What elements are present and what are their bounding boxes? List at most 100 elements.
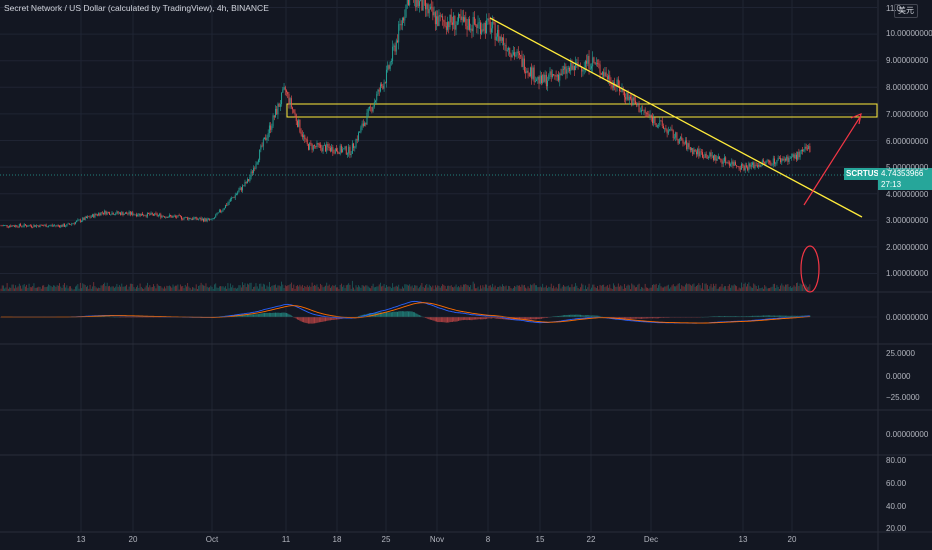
candle-body (403, 17, 405, 21)
candle-body (633, 97, 635, 101)
macd-histogram-bar (547, 317, 549, 318)
volume-bar (447, 285, 448, 291)
candle-body (445, 26, 447, 30)
volume-bar (121, 283, 123, 291)
volume-bar (171, 287, 173, 291)
candlesticks (0, 0, 811, 229)
volume-bar (35, 287, 37, 291)
candle-body (207, 218, 209, 220)
candle-body (778, 157, 780, 159)
candle-body (151, 212, 153, 215)
candle-body (556, 74, 558, 77)
candle-body (626, 92, 628, 100)
macd-histogram-bar (265, 312, 267, 317)
volume-bar (355, 285, 357, 291)
candle-body (704, 153, 706, 158)
volume-bar (755, 286, 757, 291)
projection-arrow[interactable] (803, 113, 862, 206)
volume-bar (436, 287, 437, 291)
volume-bar (255, 283, 257, 291)
volume-bar (554, 288, 556, 291)
candle-body (482, 29, 484, 31)
time-axis-label: 11 (281, 535, 291, 544)
volume-bar (432, 285, 434, 291)
volume-bar (466, 285, 468, 291)
macd-histogram-bar (304, 317, 306, 323)
volume-bar (327, 285, 329, 291)
candle-body (699, 151, 701, 157)
volume-bar (360, 287, 362, 291)
macd-histogram-bar (253, 314, 255, 317)
candle-body (307, 144, 309, 150)
candle-body (318, 144, 320, 146)
macd-histogram-bar (458, 317, 459, 321)
volume-bar (471, 289, 473, 291)
macd-histogram-bar (462, 317, 464, 321)
volume-bar (15, 285, 17, 291)
macd-histogram-bar (395, 311, 397, 317)
candle-body (761, 160, 763, 165)
candle-body (606, 76, 608, 80)
candle-body (438, 15, 440, 26)
volume-bar (616, 286, 618, 291)
time-axis-label: 20 (128, 535, 138, 544)
volume-bar (793, 285, 795, 291)
macd-histogram-bar (623, 317, 625, 319)
candle-body (416, 0, 418, 8)
macd-histogram-bar (392, 311, 394, 317)
candle-body (376, 94, 378, 101)
candle-body (710, 152, 712, 157)
resistance-zone[interactable] (286, 103, 878, 118)
volume-bar (505, 285, 507, 291)
candle-body (176, 216, 178, 218)
candle-body (528, 72, 530, 77)
volume-bar (248, 284, 250, 291)
descending-trendline[interactable] (489, 17, 863, 218)
candle-body (523, 58, 525, 72)
volume-bar (674, 286, 675, 291)
currency-button[interactable]: 美元 (894, 4, 918, 18)
macd-histogram-bar (627, 317, 629, 319)
candle-body (488, 18, 490, 22)
candle-body (90, 216, 92, 218)
candle-body (349, 146, 351, 156)
candle-body (239, 187, 241, 191)
candle-body (642, 110, 644, 111)
volume-bars (0, 280, 811, 291)
candle-body (750, 164, 752, 167)
volume-bar (306, 285, 308, 291)
candle-body (759, 165, 761, 167)
candle-body (246, 179, 248, 184)
candle-body (708, 156, 710, 159)
volume-highlight-ellipse[interactable] (800, 245, 820, 293)
candle-body (96, 214, 98, 216)
candle-body (149, 213, 151, 215)
macd-histogram-bar (383, 312, 385, 317)
volume-bar (136, 287, 137, 291)
macd-histogram-bar (655, 317, 657, 319)
candle-body (198, 219, 200, 220)
volume-bar (277, 285, 279, 291)
macd-histogram-bar (427, 317, 429, 319)
candle-body (794, 154, 796, 159)
volume-bar (32, 286, 34, 291)
volume-bar (488, 285, 490, 291)
volume-bar (802, 284, 803, 291)
macd-histogram-bar (406, 311, 408, 317)
volume-bar (702, 282, 703, 291)
candle-body (326, 143, 328, 152)
volume-bar (183, 288, 185, 291)
macd-histogram-bar (730, 316, 732, 317)
macd-histogram-bar (482, 317, 484, 320)
macd-histogram-bar (267, 312, 269, 317)
volume-bar (792, 287, 794, 291)
candle-body (21, 225, 23, 227)
macd-histogram-bar (381, 312, 383, 317)
candle-body (478, 22, 480, 24)
candle-body (527, 70, 529, 73)
macd-histogram-bar (782, 315, 784, 317)
macd-histogram-bar (798, 315, 800, 317)
volume-bar (719, 286, 720, 291)
